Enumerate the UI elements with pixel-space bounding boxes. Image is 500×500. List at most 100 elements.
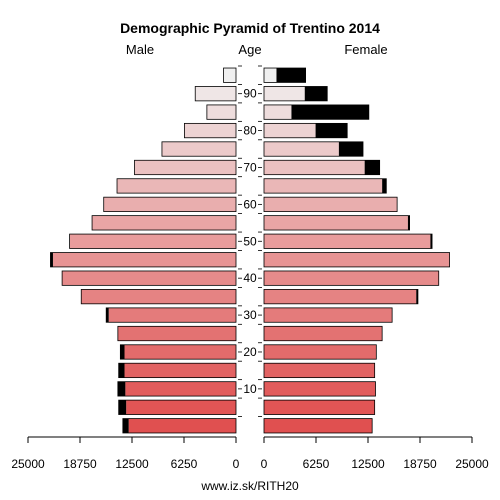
female-excess-70-74 (364, 160, 380, 175)
female-label: Female (344, 42, 387, 57)
male-bar-45-49 (52, 252, 237, 267)
age-tick-label-60: 60 (243, 197, 257, 211)
male-excess-30-34 (106, 307, 109, 323)
female-outline-70-74 (263, 159, 381, 176)
female-excess-75-79 (338, 141, 364, 157)
age-axis: 10 20 30 40 50 60 70 80 90 (238, 65, 262, 417)
x-tick-label-male-0: 0 (233, 457, 240, 471)
age-tick-label-80: 80 (243, 124, 257, 138)
male-excess-45-49 (50, 252, 53, 267)
female-outline-45-49 (263, 252, 450, 268)
female-bar-20-24 (264, 344, 377, 360)
age-tick-label-30: 30 (243, 308, 257, 322)
female-outline-80-84 (263, 122, 348, 139)
female-outline-85-89 (263, 104, 370, 120)
male-bar-40-44 (62, 270, 236, 286)
female-bar-30-34 (264, 307, 393, 323)
x-tick-label-male-18750: 18750 (63, 457, 97, 471)
male-bar-10-14 (125, 381, 236, 397)
male-bar-65-69 (117, 178, 236, 194)
male-bar-15-19 (124, 363, 236, 378)
male-bar-95+ (223, 68, 236, 83)
female-outline-40-44 (263, 270, 440, 286)
x-tick-label-female-12500: 12500 (351, 457, 385, 471)
male-outline-35-39 (80, 289, 237, 305)
female-bar-60-64 (264, 197, 398, 212)
female-bar-15-19 (264, 363, 375, 378)
female-outline-10-14 (263, 381, 376, 397)
x-tick-label-female-0: 0 (261, 457, 268, 471)
male-outline-50-54 (69, 233, 237, 249)
female-bar-10-14 (264, 381, 376, 397)
female-outline-60-64 (263, 196, 398, 212)
female-excess-85-89 (291, 104, 369, 120)
female-outline-55-59 (263, 215, 411, 231)
male-bar-50-54 (69, 234, 236, 249)
male-bar-35-39 (81, 289, 236, 304)
male-outline-25-29 (117, 325, 237, 342)
female-bar-80-84 (264, 123, 316, 138)
male-bar-70-74 (134, 160, 236, 175)
female-outline-75-79 (263, 141, 364, 157)
male-outline-90-94 (194, 86, 237, 102)
male-excess-0-4 (122, 418, 129, 433)
male-excess-20-24 (120, 344, 125, 360)
age-tick-label-90: 90 (243, 87, 257, 101)
male-outline-0-4 (122, 418, 237, 434)
female-outline-5-9 (263, 399, 376, 415)
female-excess-50-54 (430, 234, 433, 249)
male-excess-10-14 (117, 381, 126, 397)
age-label: Age (238, 42, 261, 57)
female-outline-15-19 (263, 362, 376, 379)
x-tick-label-female-6250: 6250 (303, 457, 330, 471)
footer-source: www.iz.sk/RITH20 (200, 479, 299, 493)
age-tick-label-10: 10 (243, 382, 257, 396)
male-bar-0-4 (128, 418, 236, 433)
x-axis-female: 0 6250 12500 18750 25000 (261, 436, 489, 471)
female-bar-90-94 (264, 86, 305, 101)
female-bar-40-44 (264, 270, 439, 286)
male-outline-30-34 (105, 307, 237, 323)
female-excess-65-69 (382, 178, 387, 194)
x-tick-label-female-25000: 25000 (455, 457, 489, 471)
female-excess-90-94 (304, 86, 328, 101)
female-outline-65-69 (263, 178, 387, 194)
female-excess-80-84 (315, 123, 348, 138)
female-bar-85-89 (264, 104, 292, 120)
x-tick-label-male-12500: 12500 (115, 457, 149, 471)
female-bar-25-29 (264, 326, 383, 341)
male-outline-5-9 (118, 399, 237, 415)
female-bars (263, 67, 450, 434)
male-outline-45-49 (50, 252, 237, 268)
male-outline-55-59 (91, 215, 237, 231)
female-bar-0-4 (264, 418, 373, 433)
male-outline-85-89 (206, 104, 237, 120)
x-tick-label-male-25000: 25000 (11, 457, 45, 471)
female-outline-35-39 (263, 289, 419, 305)
male-outline-80-84 (184, 122, 237, 139)
male-bar-75-79 (161, 141, 236, 157)
age-tick-label-70: 70 (243, 160, 257, 174)
age-tick-label-50: 50 (243, 234, 257, 248)
female-outline-25-29 (263, 325, 383, 342)
female-bar-70-74 (264, 160, 365, 175)
female-outline-0-4 (263, 418, 373, 434)
male-outline-10-14 (117, 381, 237, 397)
male-bar-80-84 (184, 123, 236, 138)
male-bar-55-59 (92, 215, 237, 231)
female-bar-95+ (264, 68, 277, 83)
female-excess-95+ (276, 68, 306, 83)
chart-title: Demographic Pyramid of Trentino 2014 (120, 20, 380, 36)
male-bar-20-24 (124, 344, 236, 360)
female-outline-95+ (263, 67, 306, 83)
female-outline-50-54 (263, 233, 433, 249)
female-excess-35-39 (416, 289, 418, 304)
female-outline-30-34 (263, 307, 393, 323)
female-bar-5-9 (264, 400, 375, 415)
female-bar-65-69 (264, 178, 383, 194)
male-bar-30-34 (108, 307, 236, 323)
male-bars (50, 67, 237, 434)
age-tick-label-40: 40 (243, 271, 257, 285)
male-bar-5-9 (126, 400, 236, 415)
